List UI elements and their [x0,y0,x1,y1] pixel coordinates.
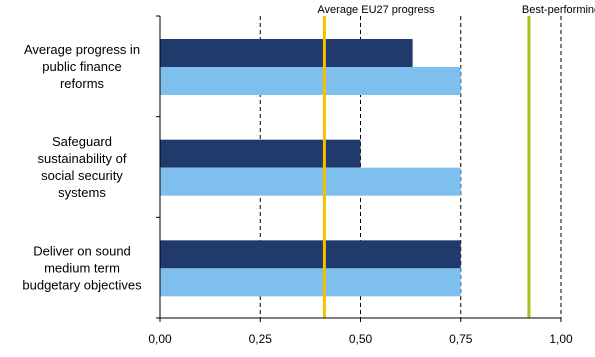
category-label: Safeguard sustainability of social securit… [38,134,127,200]
category-label-line: social security [41,168,123,183]
bar-series-1-cat-2 [160,139,361,168]
reference-line-label: Average EU27 progress [317,4,435,16]
category-label: Deliver on sound medium term budgetary obj… [22,243,142,292]
reference-lines [322,16,531,318]
x-tick-label: 1,00 [549,332,573,346]
category-label: Average progress in public finance reforms [24,42,140,91]
category-label-line: Safeguard [52,134,112,149]
category-label-line: reforms [60,76,105,91]
category-label-line: systems [58,185,106,200]
axes [156,15,562,322]
category-label-line: Average progress in [24,42,140,57]
x-tick-label: 0,75 [449,332,473,346]
x-tick-label: 0,00 [148,332,172,346]
x-tick-label: 0,50 [349,332,373,346]
category-label-line: budgetary objectives [22,277,142,292]
bar-series-1-cat-3 [160,240,461,269]
bar-series-2-cat-1 [160,67,461,95]
labels: Average progress in public finance reforms… [22,4,595,346]
bar-series-1-cat-1 [160,39,413,67]
category-label-line: medium term [44,260,120,275]
x-tick-label: 0,25 [249,332,273,346]
category-label-line: Deliver on sound [33,243,131,258]
bars [160,39,461,297]
bar-series-2-cat-3 [160,268,461,297]
category-label-line: sustainability of [38,151,127,166]
bar-series-2-cat-2 [160,167,461,196]
reference-line-label: Best-performing country [522,4,595,16]
category-label-line: public finance [42,59,122,74]
